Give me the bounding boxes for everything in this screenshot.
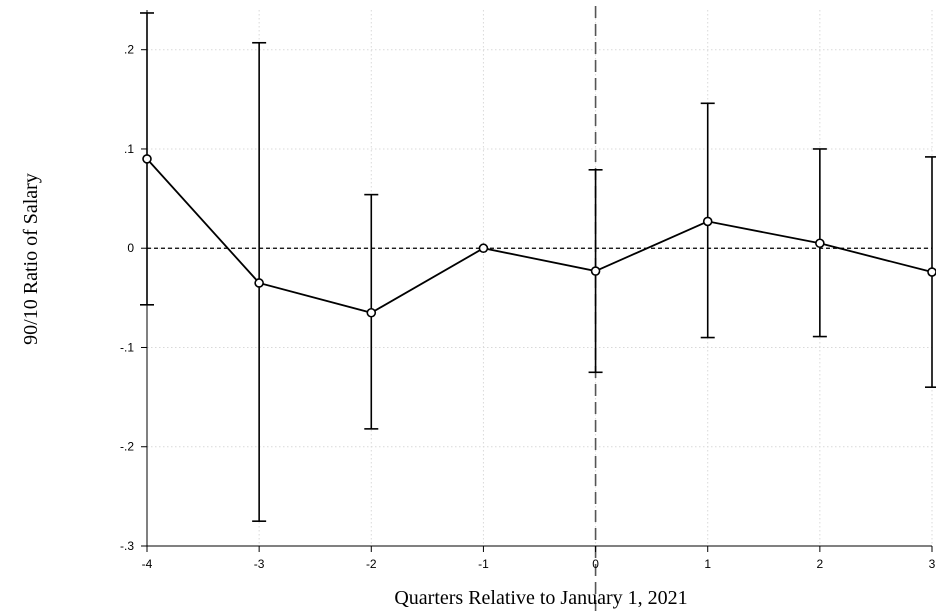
gridlines [146, 10, 933, 547]
data-point [927, 267, 936, 277]
data-point [702, 216, 713, 227]
y-axis-title: 90/10 Ratio of Salary [20, 173, 42, 345]
data-point [366, 307, 377, 318]
x-tick-label: -3 [254, 557, 265, 571]
y-tick-label: .1 [124, 142, 134, 156]
data-point [815, 238, 825, 249]
x-tick-label: -2 [366, 557, 377, 571]
series-line [146, 158, 933, 314]
x-tick-label: -4 [142, 557, 153, 571]
y-tick-label: -.2 [120, 440, 134, 454]
estimate-points [142, 154, 936, 318]
x-tick-label: -1 [478, 557, 489, 571]
data-point [590, 266, 601, 276]
data-point [478, 243, 489, 254]
y-tick-label: 0 [127, 241, 134, 255]
y-tick-label: .2 [124, 43, 134, 57]
data-point [254, 278, 264, 288]
x-tick-label: 1 [704, 557, 711, 571]
x-axis-title: Quarters Relative to January 1, 2021 [394, 587, 687, 609]
tick-labels: -.3 -.2 -.1 0 .1 .2 -4 -3 -2 -1 0 1 2 3 [120, 43, 936, 571]
x-tick-label: 0 [592, 557, 599, 571]
x-tick-label: 2 [817, 557, 824, 571]
y-tick-label: -.3 [120, 539, 134, 553]
estimate-line [146, 158, 933, 314]
y-tick-label: -.1 [120, 340, 134, 354]
confidence-intervals [140, 12, 936, 522]
x-tick-label: 3 [929, 557, 936, 571]
data-point [142, 154, 152, 164]
reference-lines [147, 6, 932, 611]
